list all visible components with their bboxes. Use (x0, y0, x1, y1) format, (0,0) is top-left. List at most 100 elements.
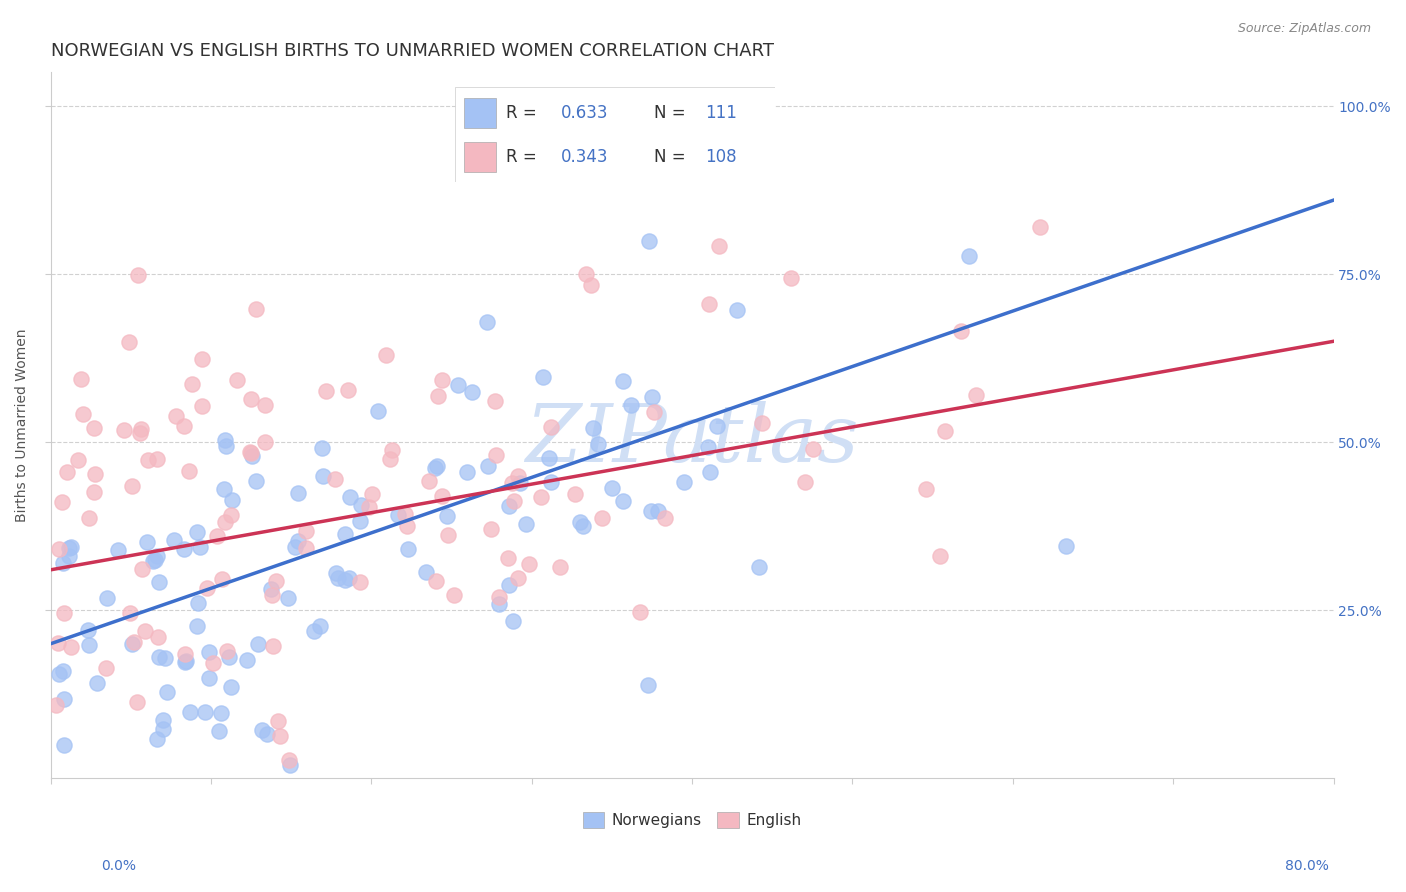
Point (198, 645, 221, 659)
Point (214, 515, 236, 529)
Point (620, 398, 643, 412)
Point (146, 452, 169, 467)
Point (124, 634, 146, 648)
Point (60, 541, 83, 555)
Point (219, 508, 242, 522)
Point (83, 484, 105, 499)
Point (443, 588, 465, 602)
Point (751, 416, 773, 430)
Point (72, 408, 94, 422)
Point (418, 474, 440, 488)
Point (446, 378, 468, 392)
Point (253, 434, 276, 449)
Point (374, 348, 396, 362)
Point (142, 554, 165, 568)
Point (361, 487, 384, 501)
Point (121, 637, 143, 651)
Point (337, 571, 360, 585)
Point (294, 541, 316, 556)
Point (267, 714, 290, 728)
Point (256, 727, 278, 741)
Point (395, 519, 418, 533)
Point (118, 606, 141, 620)
Point (252, 723, 274, 737)
Point (312, 469, 335, 483)
Point (287, 486, 309, 500)
Point (56, 465, 79, 479)
Point (174, 655, 197, 669)
Point (638, 234, 661, 248)
Point (654, 511, 676, 525)
Point (530, 490, 553, 504)
Point (540, 419, 562, 434)
Point (496, 551, 519, 566)
Point (195, 581, 218, 595)
Point (628, 605, 651, 619)
Point (70, 372, 93, 386)
Point (173, 541, 195, 556)
Point (426, 459, 449, 474)
Point (179, 705, 201, 719)
Point (262, 640, 284, 654)
Text: 0.0%: 0.0% (101, 859, 136, 872)
Point (269, 729, 291, 743)
Point (572, 518, 595, 533)
Point (83, 421, 105, 435)
Point (581, 278, 603, 293)
Point (191, 352, 214, 367)
Point (780, 271, 803, 285)
Point (201, 657, 224, 671)
Point (517, 557, 540, 571)
Point (582, 421, 605, 435)
Point (51, 494, 73, 508)
Point (180, 377, 202, 392)
Point (131, 562, 153, 576)
Point (277, 591, 299, 605)
Point (173, 419, 195, 434)
Point (600, 482, 623, 496)
Y-axis label: Births to Unmarried Women: Births to Unmarried Women (15, 328, 30, 522)
Point (212, 482, 235, 496)
Point (531, 370, 554, 384)
Point (260, 582, 283, 596)
Point (502, 493, 524, 508)
Point (515, 516, 537, 531)
Point (245, 474, 267, 488)
Point (378, 451, 401, 466)
Point (246, 637, 269, 651)
Point (134, 624, 156, 638)
Point (461, 384, 484, 399)
Point (436, 509, 458, 524)
Point (174, 647, 197, 661)
Point (643, 405, 665, 419)
Point (156, 685, 179, 699)
Point (501, 475, 523, 490)
Point (502, 614, 524, 628)
Point (640, 390, 662, 404)
Point (367, 403, 389, 417)
Point (488, 597, 510, 611)
Point (131, 422, 153, 436)
Point (425, 460, 447, 475)
Point (118, 334, 141, 349)
Point (326, 571, 349, 585)
Text: Source: ZipAtlas.com: Source: ZipAtlas.com (1237, 22, 1371, 36)
Point (67, 453, 90, 467)
Point (146, 631, 169, 645)
Point (107, 543, 129, 558)
Point (96, 591, 118, 605)
Point (52, 738, 75, 752)
Point (236, 653, 259, 667)
Point (477, 458, 499, 473)
Point (337, 383, 360, 397)
Point (45, 698, 67, 712)
Point (506, 469, 529, 483)
Point (284, 540, 307, 554)
Point (136, 453, 159, 467)
Point (426, 389, 449, 403)
Point (165, 409, 187, 423)
Point (333, 526, 356, 541)
Point (148, 650, 170, 665)
Point (575, 267, 598, 281)
Point (315, 384, 337, 399)
